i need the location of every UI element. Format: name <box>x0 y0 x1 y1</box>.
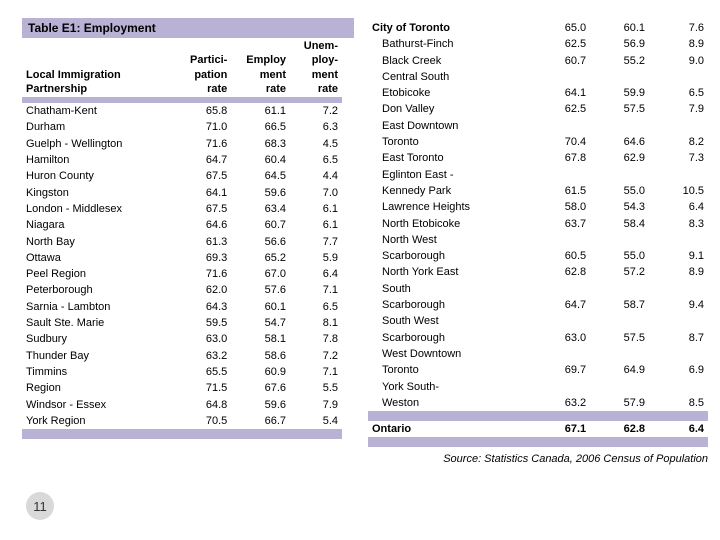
table-row: West Downtown <box>368 346 708 362</box>
table-row: Hamilton64.760.46.5 <box>22 152 342 168</box>
table-row: Scarborough60.555.09.1 <box>368 248 708 264</box>
table-row: Scarborough63.057.58.7 <box>368 330 708 346</box>
table-row: Peel Region71.667.06.4 <box>22 266 342 282</box>
table-row: Chatham-Kent65.861.17.2 <box>22 103 342 119</box>
table-row: Windsor - Essex64.859.67.9 <box>22 397 342 413</box>
table-row: London - Middlesex67.563.46.1 <box>22 201 342 217</box>
table-row: Kingston64.159.67.0 <box>22 185 342 201</box>
table-row: City of Toronto65.060.17.6 <box>368 20 708 36</box>
page-number: 11 <box>26 492 54 520</box>
table-row: North West <box>368 232 708 248</box>
table-row: Eglinton East - <box>368 167 708 183</box>
table-row: Thunder Bay63.258.67.2 <box>22 348 342 364</box>
ontario-row: Ontario 67.1 62.8 6.4 <box>368 421 708 437</box>
table-row: Kennedy Park61.555.010.5 <box>368 183 708 199</box>
table-row: Lawrence Heights58.054.36.4 <box>368 199 708 215</box>
table-row: Sudbury63.058.17.8 <box>22 331 342 347</box>
table-row: Toronto69.764.96.9 <box>368 362 708 378</box>
table-row: York Region70.566.75.4 <box>22 413 342 429</box>
table-row: York South- <box>368 379 708 395</box>
col-hdr-unemployment: Unem- ploy- ment rate <box>290 38 342 97</box>
table-row: East Toronto67.862.97.3 <box>368 150 708 166</box>
table-row: Etobicoke64.159.96.5 <box>368 85 708 101</box>
employment-table-left: Local Immigration Partnership Partici- p… <box>22 38 342 439</box>
table-row: Huron County67.564.54.4 <box>22 168 342 184</box>
table-row: East Downtown <box>368 118 708 134</box>
table-row: Region71.567.65.5 <box>22 380 342 396</box>
table-row: Sault Ste. Marie59.554.78.1 <box>22 315 342 331</box>
table-row: Ottawa69.365.25.9 <box>22 250 342 266</box>
table-row: Weston63.257.98.5 <box>368 395 708 411</box>
table-row: Sarnia - Lambton64.360.16.5 <box>22 299 342 315</box>
table-row: Peterborough62.057.67.1 <box>22 282 342 298</box>
col-hdr-employment: Employ ment rate <box>231 38 290 97</box>
table-row: Bathurst-Finch62.556.98.9 <box>368 36 708 52</box>
table-row: Guelph - Wellington71.668.34.5 <box>22 136 342 152</box>
col-hdr-participation: Partici- pation rate <box>176 38 232 97</box>
table-row: Niagara64.660.76.1 <box>22 217 342 233</box>
table-row: Central South <box>368 69 708 85</box>
source-citation: Source: Statistics Canada, 2006 Census o… <box>368 453 708 465</box>
employment-table-right: City of Toronto65.060.17.6Bathurst-Finch… <box>368 20 708 447</box>
col-hdr-partnership: Local Immigration Partnership <box>22 38 176 97</box>
table-row: Don Valley62.557.57.9 <box>368 101 708 117</box>
table-title: Table E1: Employment <box>22 18 354 38</box>
table-row: South <box>368 281 708 297</box>
table-row: Black Creek60.755.29.0 <box>368 53 708 69</box>
table-row: North Etobicoke63.758.48.3 <box>368 216 708 232</box>
table-row: South West <box>368 313 708 329</box>
table-row: Toronto70.464.68.2 <box>368 134 708 150</box>
table-row: North Bay61.356.67.7 <box>22 234 342 250</box>
table-row: Timmins65.560.97.1 <box>22 364 342 380</box>
table-row: Scarborough64.758.79.4 <box>368 297 708 313</box>
table-row: Durham71.066.56.3 <box>22 119 342 135</box>
table-row: North York East62.857.28.9 <box>368 264 708 280</box>
